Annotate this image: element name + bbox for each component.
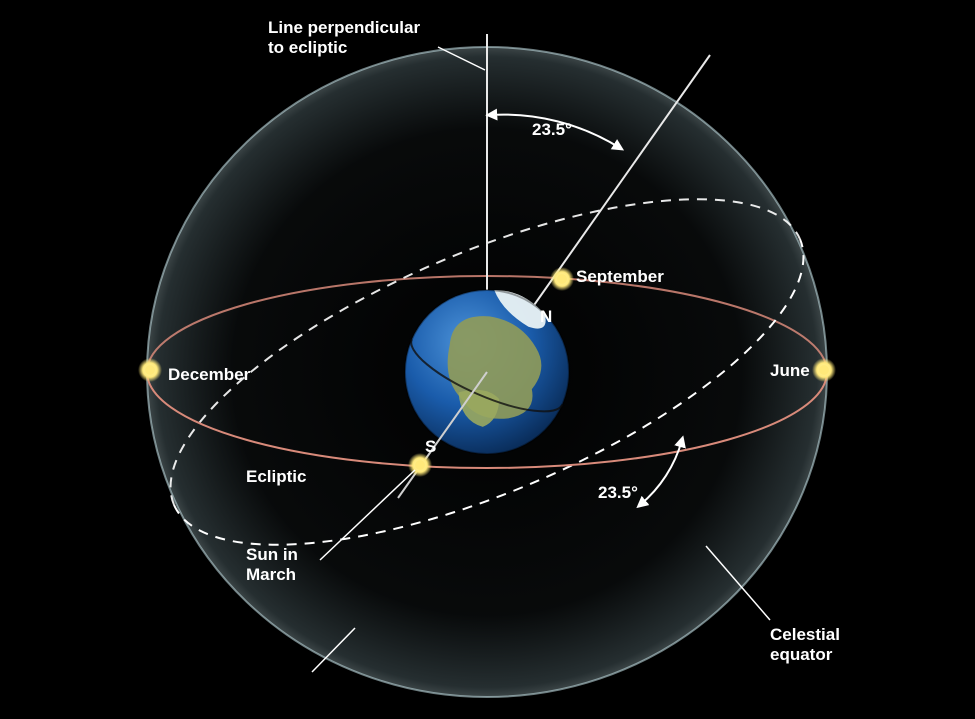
label-june: June [770,361,810,380]
sun-december [138,358,162,382]
label-sun-march-1: Sun in [246,545,298,564]
celestial-sphere-diagram: 23.5° Line perpendicular to ecliptic N S… [0,0,975,719]
perpendicular-label-1: Line perpendicular [268,18,420,37]
perpendicular-label-2: to ecliptic [268,38,347,57]
angle-upper-label: 23.5° [532,120,572,139]
label-september: September [576,267,664,286]
label-sun-march-2: March [246,565,296,584]
label-celeq-1: Celestial [770,625,840,644]
sun-june [812,358,836,382]
label-ecliptic: Ecliptic [246,467,306,486]
south-pole-label: S [425,437,436,456]
north-pole-label: N [540,307,552,326]
label-celeq-2: equator [770,645,833,664]
angle-lower-label: 23.5° [598,483,638,502]
label-december: December [168,365,251,384]
sun-september [550,267,574,291]
